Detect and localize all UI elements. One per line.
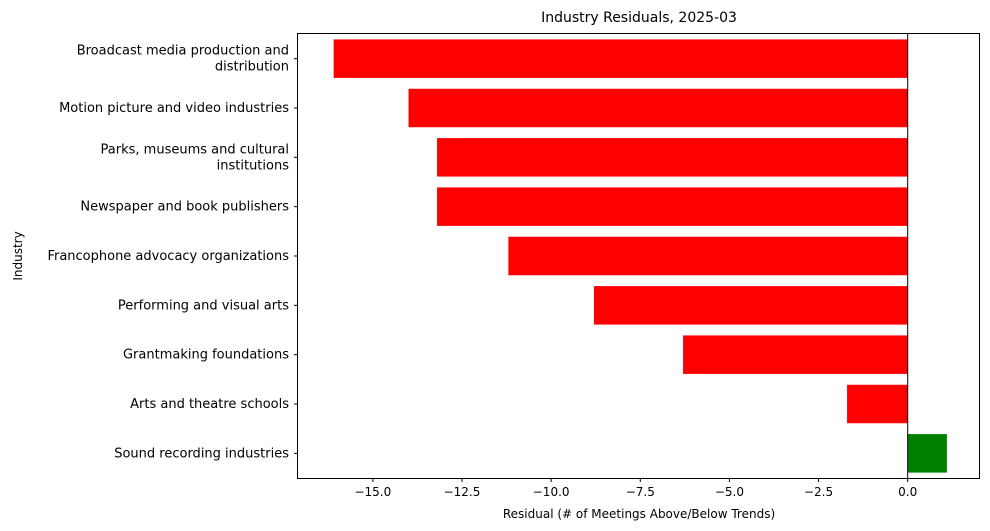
x-tick-label: −10.0	[533, 485, 570, 499]
chart-title: Industry Residuals, 2025-03	[541, 10, 737, 26]
y-tick-label: distribution	[215, 60, 289, 75]
bar	[437, 187, 908, 226]
x-axis: −15.0 −12.5 −10.0 −7.5 −5.0 −2.5 0.0	[354, 478, 917, 499]
y-tick-label: institutions	[217, 158, 290, 173]
bar	[593, 286, 908, 325]
y-tick-label: Newspaper and book publishers	[80, 200, 289, 215]
x-tick-label: −12.5	[444, 485, 481, 499]
y-tick-label: Grantmaking foundations	[123, 348, 289, 363]
y-tick-label: Parks, museums and cultural	[101, 142, 289, 157]
x-tick-label: −7.5	[626, 485, 655, 499]
y-tick-label: Arts and theatre schools	[130, 397, 289, 412]
bar	[408, 88, 908, 128]
y-tick-label: Motion picture and video industries	[59, 101, 289, 116]
bars	[333, 39, 947, 473]
y-axis-label: Industry	[11, 231, 25, 280]
bar	[437, 138, 908, 177]
x-axis-label: Residual (# of Meetings Above/Below Tren…	[503, 507, 775, 521]
bar	[907, 434, 947, 473]
bar	[508, 236, 908, 276]
bar	[683, 335, 908, 374]
x-tick-label: −15.0	[354, 485, 391, 499]
x-tick-label: 0.0	[898, 485, 917, 499]
bar	[847, 384, 908, 424]
x-tick-label: −2.5	[804, 485, 833, 499]
y-tick-label: Broadcast media production and	[77, 44, 289, 59]
x-tick-label: −5.0	[715, 485, 744, 499]
y-tick-label: Performing and visual arts	[118, 298, 289, 313]
y-tick-label: Sound recording industries	[114, 446, 289, 461]
bar	[333, 39, 908, 78]
y-axis: Broadcast media production anddistributi…	[47, 44, 298, 461]
y-tick-label: Francophone advocacy organizations	[47, 249, 289, 264]
